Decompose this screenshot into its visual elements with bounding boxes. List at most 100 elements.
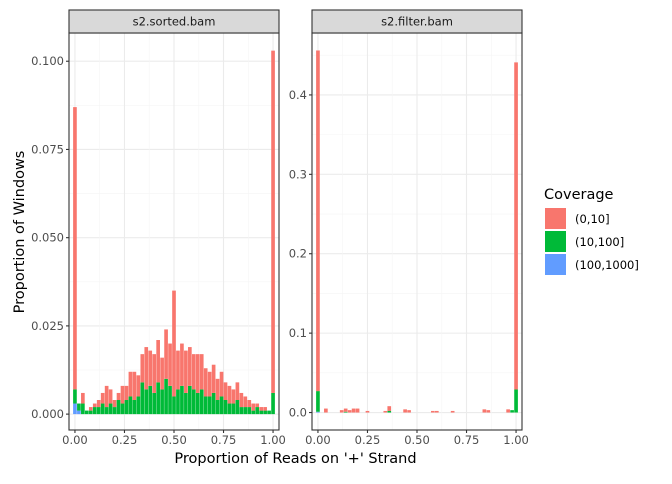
bar-segment — [514, 62, 518, 390]
bar-segment — [343, 408, 348, 412]
bar-segment — [324, 408, 328, 413]
bar-segment — [148, 350, 153, 386]
bar-segment — [136, 396, 141, 415]
x-tick-label: 0.75 — [454, 433, 480, 447]
bar-segment — [203, 368, 208, 397]
bar-segment — [140, 354, 145, 383]
bar-segment — [188, 385, 192, 415]
bar-segment — [255, 403, 260, 408]
bar-segment — [255, 407, 260, 415]
bar-segment — [482, 409, 487, 413]
bar-segment — [434, 410, 439, 413]
bar-segment — [219, 396, 224, 415]
bar-segment — [96, 400, 101, 408]
bar-segment — [211, 392, 216, 415]
y-tick-label: 0.075 — [31, 142, 64, 156]
bar-segment — [92, 407, 97, 415]
bar-segment — [251, 403, 256, 411]
bar-segment — [112, 400, 117, 408]
bar-segment — [124, 400, 129, 415]
bar-segment — [316, 411, 320, 413]
x-tick-label: 0.00 — [62, 433, 88, 447]
bar-segment — [267, 410, 271, 415]
x-axis-title: Proportion of Reads on '+' Strand — [174, 451, 416, 467]
bar-segment — [136, 375, 141, 397]
bar-segment — [144, 347, 149, 390]
bar-segment — [227, 385, 232, 404]
bar-segment — [88, 407, 93, 411]
bar-segment — [263, 410, 267, 415]
legend-label: (10,100] — [575, 235, 624, 249]
bar-segment — [156, 382, 160, 415]
bar-segment — [239, 407, 244, 415]
bar-segment — [227, 403, 232, 415]
bar-segment — [180, 343, 184, 386]
bar-segment — [112, 407, 117, 415]
bar-segment — [211, 364, 216, 393]
bar-segment — [431, 410, 435, 413]
bar-segment — [223, 382, 228, 401]
bar-segment — [235, 400, 240, 415]
bar-segment — [108, 389, 113, 404]
x-tick-label: 0.00 — [305, 433, 331, 447]
bar-segment — [92, 403, 97, 408]
bar-segment — [219, 371, 224, 397]
bar-segment — [191, 354, 196, 390]
bar-segment — [124, 385, 129, 401]
bar-segment — [104, 385, 109, 408]
bar-segment — [132, 400, 137, 415]
bar-segment — [247, 407, 252, 415]
bar-segment — [152, 392, 157, 415]
bar-segment — [104, 407, 109, 415]
y-tick-label: 0.100 — [31, 54, 64, 68]
bar-segment — [486, 410, 491, 413]
legend-label: (100,1000] — [575, 258, 639, 272]
bar-segment — [195, 392, 200, 415]
bar-segment — [259, 407, 264, 411]
bar-segment — [148, 385, 153, 415]
bar-segment — [176, 389, 180, 415]
bar-segment — [191, 389, 196, 415]
bar-segment — [81, 392, 85, 404]
bar-segment — [387, 406, 392, 411]
bar-segment — [199, 389, 204, 415]
bar-segment — [450, 410, 455, 413]
bar-segment — [215, 400, 220, 415]
facet-strip — [68, 9, 280, 34]
bar-segment — [199, 354, 204, 390]
bar-segment — [271, 50, 275, 393]
bar-segment — [365, 410, 370, 413]
bar-segment — [231, 403, 236, 415]
bar-segment — [316, 50, 320, 392]
bar-segment — [184, 392, 188, 415]
bar-segment — [383, 410, 388, 413]
x-tick-label: 0.25 — [112, 433, 138, 447]
facet-strip — [311, 9, 523, 34]
bar-segment — [172, 290, 176, 397]
bar-segment — [88, 410, 93, 415]
y-tick-label: 0.000 — [31, 407, 64, 421]
bar-segment — [180, 385, 184, 415]
facet-strip-label: s2.sorted.bam — [133, 15, 216, 29]
bar-segment — [343, 411, 348, 413]
bar-segment — [172, 396, 176, 415]
bar-segment — [251, 410, 256, 415]
bar-segment — [100, 403, 105, 415]
legend-swatch — [545, 208, 566, 229]
x-tick-label: 0.25 — [355, 433, 381, 447]
bar-segment — [207, 396, 212, 415]
bar-segment — [116, 400, 121, 415]
x-tick-label: 0.50 — [161, 433, 187, 447]
bar-segment — [207, 371, 212, 397]
bar-segment — [96, 407, 101, 415]
bar-segment — [407, 410, 411, 413]
legend-swatch — [545, 231, 566, 252]
y-tick-label: 0.4 — [289, 88, 307, 102]
bar-segment — [235, 382, 240, 401]
bar-segment — [152, 354, 157, 393]
bar-segment — [128, 396, 133, 415]
bar-segment — [243, 407, 248, 415]
y-axis-title: Proportion of Windows — [12, 151, 28, 314]
bar-segment — [140, 382, 145, 415]
y-tick-label: 0.025 — [31, 319, 64, 333]
